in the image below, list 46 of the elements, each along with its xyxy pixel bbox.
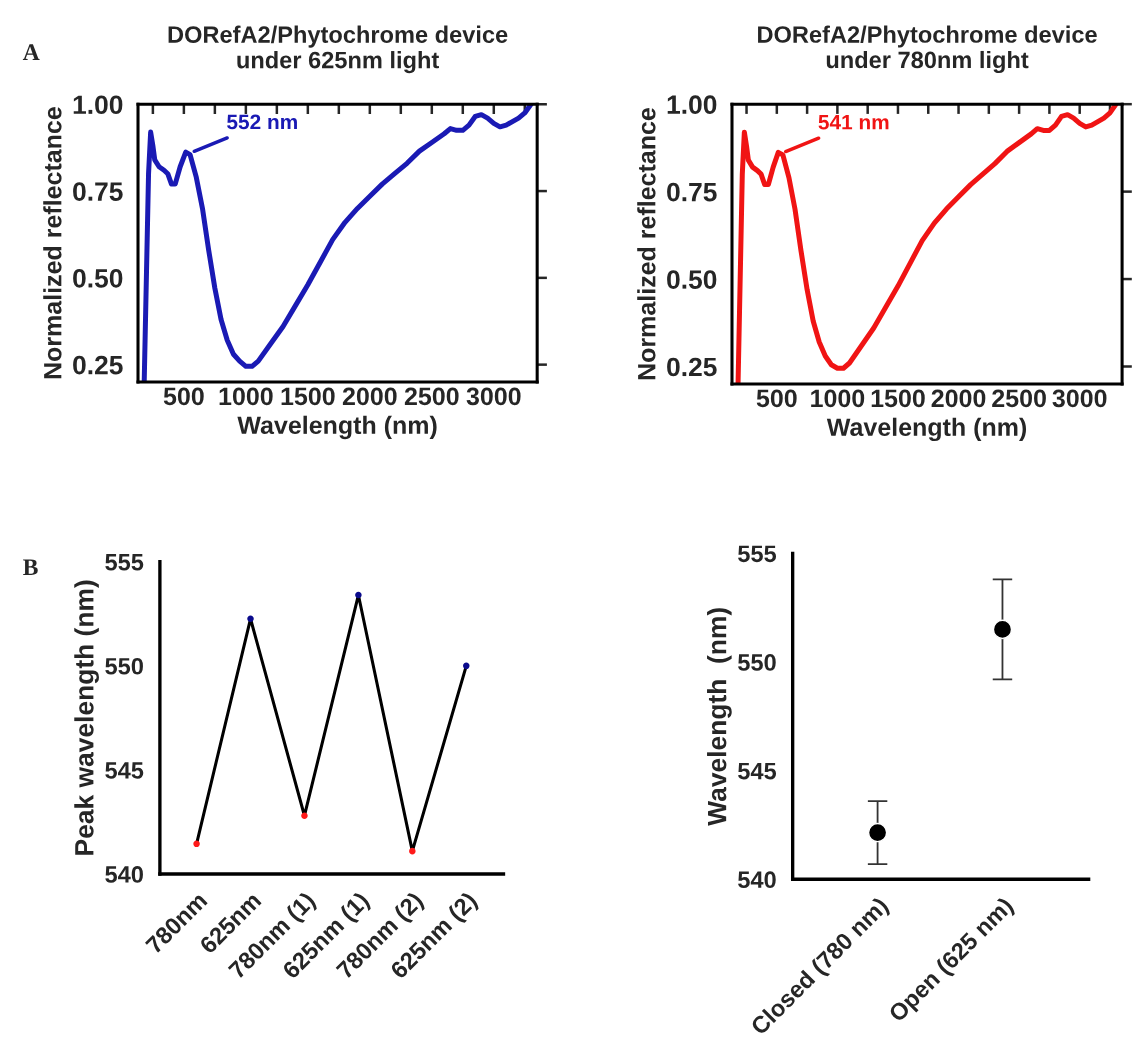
x-tick-label: 1000 [811,389,865,408]
y-tick-label: 545 [738,762,777,780]
x-tick-label: 2000 [931,389,986,408]
x-tick-label: 2500 [404,387,459,406]
x-axis-title: Wavelength (nm) [237,415,437,440]
y-tick-label: 1.00 [73,95,123,115]
annotation: 552 nm [227,114,297,130]
point [463,662,470,670]
x-tick-label: 2000 [342,387,397,406]
y-tick-label: 0.50 [667,270,717,289]
annotation: 541 nm [818,115,889,130]
y-tick-label: 555 [738,545,777,563]
chart-title: DORefA2/Phytochrome device under 625nm light [168,25,508,74]
y-axis-title: Normalized reflectance [637,108,656,380]
x-tick-label: 1000 [219,387,273,406]
x-tick-label: 500 [163,387,204,406]
chart-title: DORefA2/Phytochrome device under 780nm light [758,25,1097,74]
point [355,591,362,599]
y-tick-label: 0.25 [73,355,123,375]
point [247,615,254,623]
y-axis-title: Wavelength (nm) [707,608,732,826]
y-tick-label: 540 [105,866,143,883]
text: A [22,44,40,60]
y-tick-label: 550 [738,654,776,671]
y-tick-label: 0.75 [73,182,123,201]
y-tick-label: 0.50 [73,268,123,288]
y-tick-label: 545 [105,762,144,779]
x-tick-label: 1500 [871,389,925,408]
x-tick-label: 1500 [281,387,335,406]
y-axis-title: Peak wavelength (nm) [74,580,99,855]
y-tick-label: 550 [105,657,143,675]
point [409,847,416,855]
y-tick-label: 0.25 [667,357,717,377]
point [301,812,308,819]
x-axis-title: Wavelength (nm) [826,417,1027,442]
x-tick-label: 2500 [992,389,1046,408]
text: B [23,559,38,576]
y-axis-title: Normalized reflectance [43,107,62,379]
x-tick-label: 3000 [1052,389,1107,408]
x-tick-label: 500 [756,389,797,408]
y-tick-label: 0.75 [667,182,717,202]
y-tick-label: 1.00 [667,95,717,114]
x-tick-label: 3000 [466,387,521,406]
point [193,840,200,848]
y-tick-label: 555 [105,554,144,571]
y-tick-label: 540 [738,871,776,889]
